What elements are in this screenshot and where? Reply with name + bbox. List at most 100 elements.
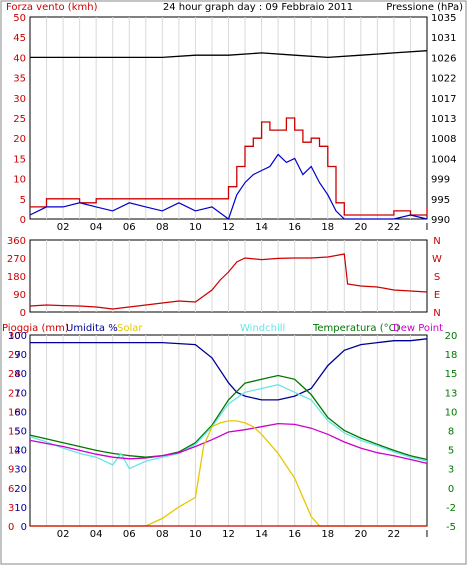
rain-tick-label: 21 xyxy=(8,388,21,399)
humidity-tick-label: 80 xyxy=(14,369,27,380)
wind-tick-label: 30 xyxy=(13,94,26,105)
x-tick-label: 18 xyxy=(321,529,334,540)
pressure-tick-label: 1031 xyxy=(431,33,456,44)
temperature-tick-label: 15 xyxy=(445,369,458,380)
pressure-line xyxy=(30,50,428,59)
temperature-tick-label: -5 xyxy=(446,522,456,533)
rain-tick-label: 18 xyxy=(8,407,21,418)
pressure-tick-label: 1026 xyxy=(431,53,456,64)
wind-tick-label: 10 xyxy=(13,175,26,186)
pressure-tick-label: 1022 xyxy=(431,74,456,85)
temperature-line xyxy=(29,374,428,461)
dewpoint-line xyxy=(29,422,428,465)
temperature-tick-label: 20 xyxy=(445,331,458,342)
rain-tick-label: 12 xyxy=(8,446,21,457)
direction-tick-label: 90 xyxy=(13,290,26,301)
legend-humidity: Umidita % xyxy=(66,323,118,334)
x-tick-label: 06 xyxy=(123,529,136,540)
x-tick-label: 16 xyxy=(288,222,301,233)
solar-line xyxy=(30,420,427,527)
legend-temperature: Temperatura (°C) xyxy=(312,323,400,334)
humidity-tick-label: 0 xyxy=(21,522,27,533)
pressure-tick-label: 1035 xyxy=(431,13,456,24)
wind-axis-title: Forza vento (kmh) xyxy=(6,2,98,13)
rain-tick-label: 27 xyxy=(8,350,21,361)
wind-tick-label: 40 xyxy=(13,53,26,64)
compass-label: W xyxy=(432,254,442,265)
temperature-tick-label: 8 xyxy=(448,427,454,438)
compass-label: N xyxy=(433,236,440,247)
humidity-tick-label: 70 xyxy=(14,388,27,399)
pressure-tick-label: 1017 xyxy=(431,94,456,105)
rain-tick-label: 3 xyxy=(8,503,14,514)
avg-wind-line xyxy=(29,153,428,220)
legend-dewpoint: Dew Point xyxy=(393,323,443,334)
direction-tick-label: 270 xyxy=(7,254,26,265)
wind-tick-label: 35 xyxy=(13,74,26,85)
legend-rain: Pioggia (mm) xyxy=(2,323,69,334)
x-tick-label: 16 xyxy=(288,529,301,540)
x-tick-label: 06 xyxy=(123,222,136,233)
humidity-tick-label: 20 xyxy=(14,484,27,495)
wind-tick-label: 0 xyxy=(20,215,26,226)
pressure-tick-label: 1013 xyxy=(431,114,456,125)
pressure-tick-label: 995 xyxy=(431,195,450,206)
x-tick-label: 02 xyxy=(57,529,70,540)
humidity-tick-label: 60 xyxy=(14,407,27,418)
rain-tick-label: 15 xyxy=(8,427,21,438)
x-tick-label: 10 xyxy=(189,529,202,540)
rain-tick-label: 30 xyxy=(8,331,21,342)
pressure-axis-title: Pressione (hPa) xyxy=(386,2,463,13)
wind-tick-label: 5 xyxy=(20,195,26,206)
pressure-tick-label: 999 xyxy=(431,175,450,186)
temperature-tick-label: 3 xyxy=(448,465,454,476)
humidity-tick-label: 90 xyxy=(14,350,27,361)
x-tick-label: I xyxy=(426,529,429,540)
x-tick-label: 18 xyxy=(321,222,334,233)
temperature-tick-label: 18 xyxy=(445,350,458,361)
compass-label: E xyxy=(434,290,440,301)
x-tick-label: 22 xyxy=(388,222,401,233)
wind-tick-label: 50 xyxy=(13,13,26,24)
compass-label: N xyxy=(433,308,440,319)
x-tick-label: 04 xyxy=(90,529,103,540)
windchill-line xyxy=(29,384,428,470)
pressure-tick-label: 1008 xyxy=(431,134,456,145)
wind-tick-label: 25 xyxy=(13,114,26,125)
x-tick-label: 08 xyxy=(156,222,169,233)
x-tick-label: I xyxy=(426,222,429,233)
compass-label: S xyxy=(434,272,440,283)
direction-tick-label: 360 xyxy=(7,236,26,247)
wind-tick-label: 15 xyxy=(13,154,26,165)
rain-tick-label: 24 xyxy=(8,369,21,380)
temperature-tick-label: -2 xyxy=(446,503,456,514)
x-tick-label: 08 xyxy=(156,529,169,540)
temperature-tick-label: 10 xyxy=(445,407,458,418)
rain-tick-label: 9 xyxy=(8,465,14,476)
temperature-tick-label: 13 xyxy=(445,388,458,399)
humidity-tick-label: 30 xyxy=(14,465,27,476)
pressure-tick-label: 1004 xyxy=(431,154,456,165)
x-tick-label: 12 xyxy=(222,529,235,540)
x-tick-label: 22 xyxy=(388,529,401,540)
humidity-tick-label: 50 xyxy=(14,427,27,438)
temperature-tick-label: 0 xyxy=(448,484,454,495)
chart-title: 24 hour graph day : 09 Febbraio 2011 xyxy=(163,2,353,13)
wind-tick-label: 45 xyxy=(13,33,26,44)
wind-tick-label: 20 xyxy=(13,134,26,145)
rain-tick-label: 0 xyxy=(8,522,14,533)
humidity-tick-label: 100 xyxy=(8,331,27,342)
humidity-tick-label: 40 xyxy=(14,446,27,457)
x-tick-label: 20 xyxy=(354,529,367,540)
x-tick-label: 12 xyxy=(222,222,235,233)
direction-tick-label: 0 xyxy=(20,308,26,319)
x-tick-label: 04 xyxy=(90,222,103,233)
wind-gust-line xyxy=(30,117,428,216)
chart-marks: 02 04 06 08 10 12 14 16 18 20 22 I02 04 06 08 10 12 14 16 1… xyxy=(7,13,457,540)
direction-tick-label: 180 xyxy=(7,272,26,283)
legend-windchill: Windchill xyxy=(240,323,285,334)
wind-direction-line xyxy=(29,253,428,310)
rain-tick-label: 6 xyxy=(8,484,14,495)
